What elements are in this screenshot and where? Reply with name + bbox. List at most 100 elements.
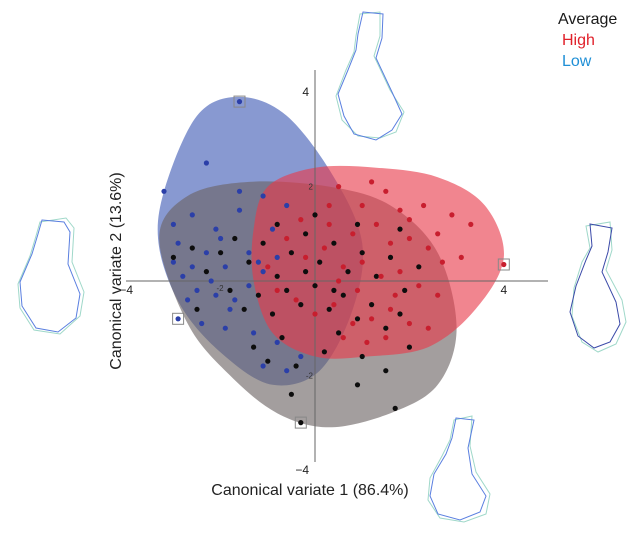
point-high-13 bbox=[439, 259, 445, 265]
data-points-layer bbox=[161, 160, 474, 411]
point-high-27 bbox=[331, 302, 337, 308]
point-high-17 bbox=[321, 245, 327, 251]
point-average-49 bbox=[194, 306, 200, 312]
point-high-6 bbox=[468, 221, 474, 227]
point-average-40 bbox=[392, 405, 398, 411]
point-average-48 bbox=[331, 287, 337, 293]
extreme-box-low-0 bbox=[233, 95, 246, 108]
point-low-20 bbox=[199, 320, 205, 327]
point-high-34 bbox=[364, 339, 370, 345]
point-high-36 bbox=[326, 202, 332, 209]
point-high-18 bbox=[340, 264, 346, 270]
point-high-30 bbox=[387, 306, 394, 312]
point-average-22 bbox=[284, 287, 290, 293]
point-average-5 bbox=[246, 259, 252, 265]
point-high-35 bbox=[383, 335, 389, 341]
point-average-7 bbox=[274, 221, 280, 227]
point-average-38 bbox=[383, 368, 389, 374]
point-average-12 bbox=[345, 269, 351, 275]
point-high-38 bbox=[435, 231, 441, 237]
point-high-11 bbox=[406, 235, 412, 242]
point-high-7 bbox=[326, 221, 332, 227]
point-average-2 bbox=[203, 269, 209, 275]
point-average-46 bbox=[397, 226, 403, 232]
point-high-22 bbox=[416, 283, 422, 289]
point-low-3 bbox=[189, 212, 195, 218]
point-low-31 bbox=[255, 259, 261, 265]
point-high-5 bbox=[449, 212, 455, 218]
point-low-15 bbox=[180, 273, 186, 279]
point-low-7 bbox=[269, 226, 276, 232]
extreme-point-low-1 bbox=[175, 316, 181, 322]
point-high-1 bbox=[369, 179, 375, 185]
point-average-41 bbox=[354, 382, 361, 388]
point-average-17 bbox=[416, 264, 422, 270]
hull-high bbox=[251, 165, 504, 359]
point-low-2 bbox=[260, 193, 266, 199]
point-low-6 bbox=[236, 207, 243, 213]
x-axis-title: Canonical variate 1 (86.4%) bbox=[211, 482, 408, 499]
point-low-34 bbox=[185, 297, 191, 303]
point-average-9 bbox=[303, 231, 309, 237]
landmark-outline-bottom bbox=[427, 415, 491, 523]
inner-tick-label: -2 bbox=[216, 284, 224, 293]
point-low-1 bbox=[203, 160, 209, 166]
point-average-36 bbox=[336, 330, 342, 336]
point-high-40 bbox=[265, 264, 271, 270]
extreme-box-high-0 bbox=[497, 258, 510, 271]
point-average-27 bbox=[354, 316, 361, 322]
point-average-34 bbox=[293, 363, 299, 369]
inner-tick-label: -2 bbox=[306, 371, 314, 380]
point-high-29 bbox=[369, 316, 375, 322]
point-low-26 bbox=[298, 353, 304, 360]
point-low-24 bbox=[260, 363, 266, 369]
y-axis-title: Canonical variate 2 (13.6%) bbox=[108, 172, 125, 369]
point-low-19 bbox=[246, 283, 252, 289]
point-high-32 bbox=[425, 325, 431, 331]
point-high-33 bbox=[340, 335, 346, 341]
point-low-13 bbox=[246, 250, 252, 256]
legend-entry-high: High bbox=[562, 32, 595, 49]
point-high-44 bbox=[298, 217, 304, 223]
inner-tick-label: 2 bbox=[309, 183, 314, 192]
y-tick-label: −4 bbox=[295, 463, 309, 477]
point-average-20 bbox=[255, 292, 261, 298]
point-high-43 bbox=[336, 278, 342, 284]
point-low-12 bbox=[222, 264, 228, 270]
extreme-markers-layer bbox=[172, 95, 510, 429]
point-average-11 bbox=[331, 240, 337, 246]
point-high-42 bbox=[392, 292, 398, 298]
point-high-23 bbox=[435, 292, 441, 298]
point-low-30 bbox=[175, 240, 181, 246]
point-average-13 bbox=[359, 250, 365, 256]
point-average-6 bbox=[260, 240, 266, 246]
landmark-outline-right bbox=[569, 221, 627, 353]
point-low-10 bbox=[189, 264, 195, 270]
point-average-21 bbox=[269, 311, 276, 317]
point-average-42 bbox=[288, 391, 294, 397]
point-high-16 bbox=[303, 254, 309, 260]
point-low-32 bbox=[274, 254, 280, 260]
point-high-4 bbox=[421, 202, 427, 209]
point-average-39 bbox=[406, 344, 412, 350]
point-high-0 bbox=[336, 184, 342, 190]
point-high-9 bbox=[373, 221, 379, 227]
extreme-point-high-0 bbox=[501, 261, 507, 268]
point-high-3 bbox=[397, 207, 403, 213]
point-average-25 bbox=[326, 306, 332, 312]
point-low-17 bbox=[213, 292, 219, 298]
point-low-0 bbox=[161, 188, 167, 194]
point-low-22 bbox=[251, 330, 257, 336]
point-low-18 bbox=[232, 297, 238, 303]
point-high-41 bbox=[354, 287, 361, 293]
point-high-2 bbox=[383, 188, 389, 194]
point-high-24 bbox=[274, 287, 280, 293]
point-average-23 bbox=[298, 302, 304, 308]
point-average-45 bbox=[354, 221, 361, 227]
legend-entry-low: Low bbox=[562, 53, 592, 70]
extreme-box-average-0 bbox=[294, 416, 307, 429]
point-low-27 bbox=[236, 188, 243, 194]
point-average-16 bbox=[402, 287, 408, 293]
point-average-26 bbox=[340, 292, 346, 298]
